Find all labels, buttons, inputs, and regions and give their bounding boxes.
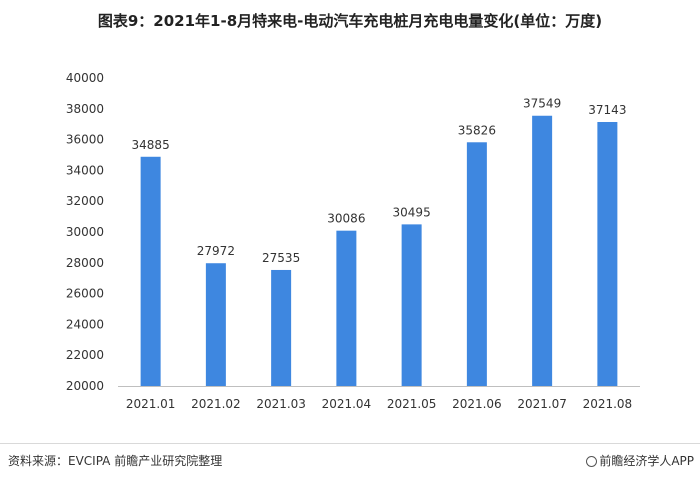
bar-2021.01 [140,156,161,386]
y-tick-label: 28000 [66,256,104,270]
y-tick-label: 24000 [66,317,104,331]
bar-2021.08 [597,121,618,386]
y-tick-label: 26000 [66,287,104,301]
bar-2021.05 [401,224,422,386]
footer: 资料来源：EVCIPA 前瞻产业研究院整理 前瞻经济学人APP [0,443,700,478]
data-label: 37549 [523,97,561,111]
brand-text: 前瞻经济学人APP [599,454,694,468]
source-note: 资料来源：EVCIPA 前瞻产业研究院整理 [8,454,223,468]
x-tick-label: 2021.08 [583,397,633,411]
x-tick-label: 2021.04 [322,397,372,411]
chart-title: 图表9：2021年1-8月特来电-电动汽车充电桩月充电电量变化(单位：万度) [97,12,603,30]
bar-2021.02 [205,263,226,386]
y-tick-label: 40000 [66,71,104,85]
y-tick-label: 34000 [66,163,104,177]
bar-2021.06 [466,142,487,386]
y-tick-label: 38000 [66,102,104,116]
data-label: 27535 [262,251,300,265]
data-label: 34885 [132,138,170,152]
y-tick-label: 30000 [66,225,104,239]
y-tick-label: 22000 [66,348,104,362]
bar-2021.03 [271,269,292,386]
data-label: 37143 [588,103,626,117]
y-tick-label: 36000 [66,133,104,147]
x-tick-label: 2021.06 [452,397,502,411]
x-tick-label: 2021.01 [126,397,176,411]
data-label: 30086 [327,212,365,226]
data-label: 30495 [393,205,431,219]
bar-2021.04 [336,230,357,386]
x-tick-label: 2021.03 [256,397,306,411]
bar-2021.07 [532,115,553,387]
data-label: 35826 [458,123,496,137]
x-tick-label: 2021.02 [191,397,241,411]
x-tick-label: 2021.07 [517,397,567,411]
bar-chart: 20000 22000 24000 26000 28000 30000 32000 34000… [66,71,640,411]
brand-label: 前瞻经济学人APP [586,452,694,469]
x-tick-label: 2021.05 [387,397,437,411]
data-label: 27972 [197,244,235,258]
y-tick-label: 32000 [66,194,104,208]
y-tick-label: 20000 [66,379,104,393]
brand-logo-icon [586,456,598,467]
